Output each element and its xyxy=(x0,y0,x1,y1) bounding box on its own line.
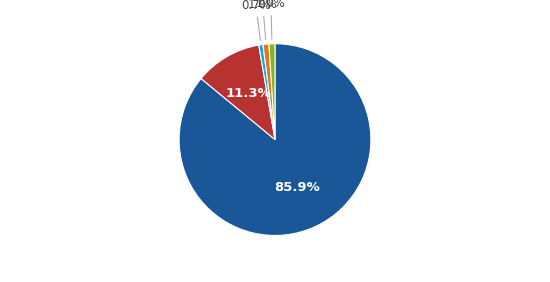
Text: 1.0%: 1.0% xyxy=(256,0,286,39)
Wedge shape xyxy=(263,44,275,140)
Wedge shape xyxy=(179,44,371,235)
Wedge shape xyxy=(269,44,275,140)
Text: 0.7%: 0.7% xyxy=(241,0,271,40)
Text: 1.0%: 1.0% xyxy=(248,0,278,39)
Wedge shape xyxy=(259,45,275,140)
Wedge shape xyxy=(201,45,275,140)
Text: 85.9%: 85.9% xyxy=(274,181,320,194)
Text: 11.3%: 11.3% xyxy=(226,87,272,100)
